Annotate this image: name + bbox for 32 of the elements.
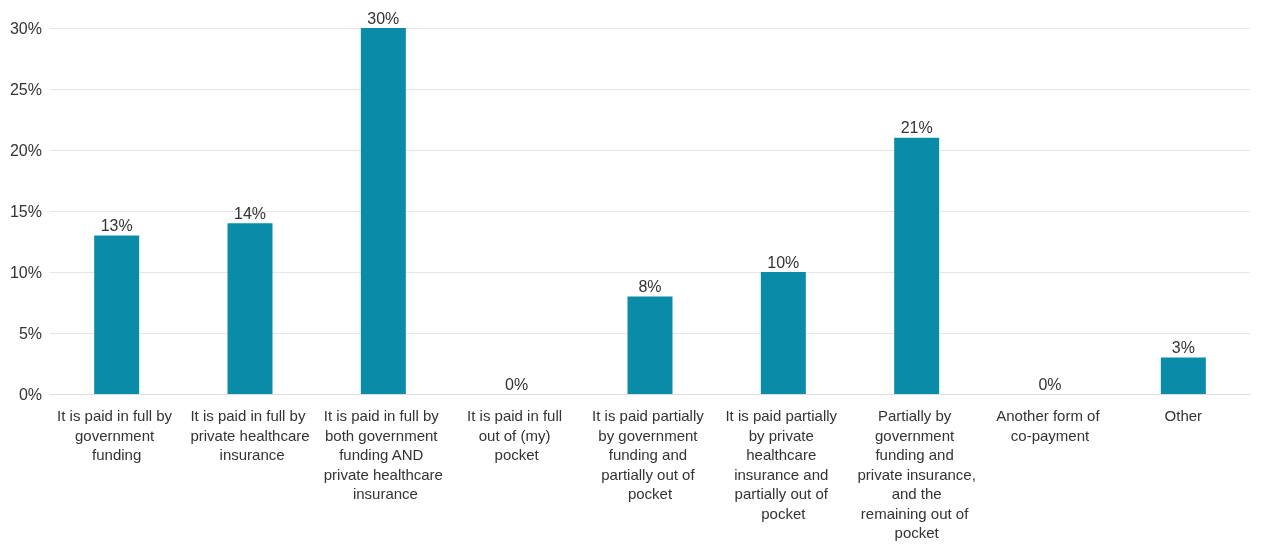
x-tick-label: Another form of co-payment: [996, 407, 1104, 444]
data-label: 3%: [1171, 338, 1195, 356]
x-tick-label: It is paid partially by government funding and partially out of pocket: [592, 407, 708, 503]
y-tick-label: 25%: [9, 80, 42, 98]
y-tick-label: 15%: [9, 202, 42, 220]
y-tick-label: 0%: [18, 385, 42, 403]
x-tick-label: It is paid in full by private healthcare insurance: [190, 407, 310, 464]
y-tick-label: 5%: [18, 324, 42, 342]
bar: [360, 28, 406, 394]
bar: [760, 272, 806, 394]
x-tick-label: Other: [1164, 407, 1203, 425]
y-tick-label: 20%: [9, 141, 42, 159]
y-tick-label: 30%: [9, 19, 42, 37]
x-tick-label: It is paid in full by government funding: [57, 407, 177, 464]
bar: [227, 223, 273, 394]
x-tick-label: It is paid partially by private healthcare insurance and partially out of pocket: [725, 407, 842, 522]
x-tick-label: It is paid in full out of (my) pocket: [467, 407, 567, 464]
x-tick-label: Partially by government funding and private insurance, and the remaining out of pocket: [857, 407, 976, 542]
data-label: 13%: [100, 216, 133, 234]
data-label: 8%: [638, 277, 662, 295]
x-tick-label: It is paid in full by both government funding AND private healthcare insurance: [323, 407, 443, 503]
data-label: 10%: [767, 253, 800, 271]
data-label: 21%: [900, 119, 933, 137]
data-label: 0%: [505, 375, 529, 393]
data-label: 0%: [1038, 375, 1062, 393]
data-label: 14%: [233, 204, 267, 222]
bar: [894, 137, 940, 394]
y-tick-label: 10%: [9, 263, 42, 281]
data-label: 30%: [367, 9, 400, 27]
bar: [627, 296, 673, 394]
bar: [1160, 357, 1206, 394]
bar: [94, 235, 140, 394]
